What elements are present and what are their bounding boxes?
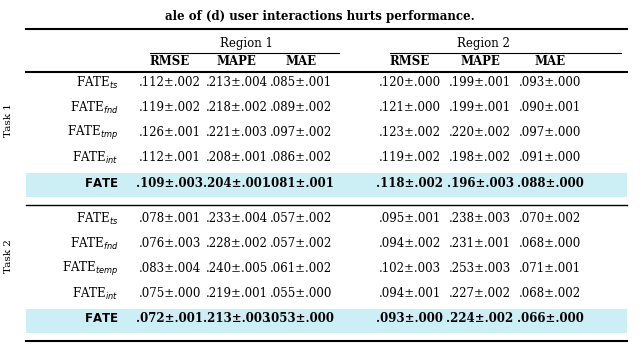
Text: $\mathregular{FATE}_{fnd}$: $\mathregular{FATE}_{fnd}$ [70,236,118,252]
Text: .120±.000: .120±.000 [378,76,441,89]
Text: .055±.000: .055±.000 [269,287,332,300]
Text: $\mathregular{FATE}_{tmp}$: $\mathregular{FATE}_{tmp}$ [67,124,118,142]
Text: .208±.001: .208±.001 [206,151,268,164]
Text: .078±.001: .078±.001 [138,212,201,225]
Text: $\mathregular{FATE}_{int}$: $\mathregular{FATE}_{int}$ [72,286,118,302]
Text: .089±.002: .089±.002 [269,101,332,114]
Text: .053±.000: .053±.000 [268,312,334,325]
Text: RMSE: RMSE [150,55,189,68]
Text: .097±.002: .097±.002 [269,126,332,139]
Text: .081±.001: .081±.001 [268,176,334,190]
Text: ale of (d) user interactions hurts performance.: ale of (d) user interactions hurts perfo… [165,10,475,23]
Text: $\mathregular{FATE}_{int}$: $\mathregular{FATE}_{int}$ [72,150,118,166]
Text: .057±.002: .057±.002 [269,237,332,250]
Text: .238±.003: .238±.003 [449,212,511,225]
Text: .086±.002: .086±.002 [269,151,332,164]
Text: .091±.000: .091±.000 [519,151,582,164]
Text: $\mathregular{FATE}_{ts}$: $\mathregular{FATE}_{ts}$ [76,75,118,90]
Text: .199±.001: .199±.001 [449,76,511,89]
Text: RMSE: RMSE [390,55,429,68]
Text: $\mathbf{FATE}$: $\mathbf{FATE}$ [84,176,118,190]
Text: .240±.005: .240±.005 [205,262,268,275]
Text: MAE: MAE [535,55,566,68]
Text: .213±.003: .213±.003 [203,312,271,325]
Text: .118±.002: .118±.002 [376,176,443,190]
Text: .231±.001: .231±.001 [449,237,511,250]
FancyBboxPatch shape [26,173,627,197]
Text: Region 1: Region 1 [220,36,273,50]
Text: $\mathregular{FATE}_{temp}$: $\mathregular{FATE}_{temp}$ [62,260,118,278]
Text: .094±.002: .094±.002 [378,237,441,250]
Text: .072±.001: .072±.001 [136,312,203,325]
Text: .066±.000: .066±.000 [517,312,584,325]
Text: .068±.002: .068±.002 [519,287,582,300]
Text: .071±.001: .071±.001 [519,262,582,275]
Text: .224±.002: .224±.002 [446,312,514,325]
Text: .119±.002: .119±.002 [379,151,440,164]
Text: .090±.001: .090±.001 [519,101,582,114]
Text: MAE: MAE [285,55,316,68]
Text: .061±.002: .061±.002 [269,262,332,275]
Text: .088±.000: .088±.000 [517,176,584,190]
Text: .083±.004: .083±.004 [138,262,201,275]
Text: .112±.002: .112±.002 [139,76,200,89]
Text: Region 2: Region 2 [457,36,509,50]
Text: .112±.001: .112±.001 [139,151,200,164]
Text: .093±.000: .093±.000 [519,76,582,89]
Text: .213±.004: .213±.004 [205,76,268,89]
Text: .075±.000: .075±.000 [138,287,201,300]
Text: Task 2: Task 2 [4,239,13,273]
Text: $\mathregular{FATE}_{fnd}$: $\mathregular{FATE}_{fnd}$ [70,100,118,116]
Text: .070±.002: .070±.002 [519,212,582,225]
Text: .227±.002: .227±.002 [449,287,511,300]
Text: .220±.002: .220±.002 [449,126,511,139]
Text: .204±.001: .204±.001 [204,176,270,190]
Text: $\mathregular{FATE}_{ts}$: $\mathregular{FATE}_{ts}$ [76,211,118,227]
Text: .221±.003: .221±.003 [206,126,268,139]
Text: .121±.000: .121±.000 [379,101,440,114]
Text: .085±.001: .085±.001 [269,76,332,89]
Text: Task 1: Task 1 [4,103,13,137]
Text: .068±.000: .068±.000 [519,237,582,250]
Text: .198±.002: .198±.002 [449,151,511,164]
Text: MAPE: MAPE [217,55,257,68]
Text: .228±.002: .228±.002 [206,237,268,250]
Text: .093±.000: .093±.000 [376,312,443,325]
Text: .076±.003: .076±.003 [138,237,201,250]
Text: .199±.001: .199±.001 [449,101,511,114]
Text: .109±.003: .109±.003 [136,176,203,190]
Text: .126±.001: .126±.001 [139,126,200,139]
Text: .094±.001: .094±.001 [378,287,441,300]
Text: .057±.002: .057±.002 [269,212,332,225]
Text: $\mathbf{FATE}$: $\mathbf{FATE}$ [84,312,118,325]
Text: .219±.001: .219±.001 [206,287,268,300]
FancyBboxPatch shape [26,309,627,333]
Text: .119±.002: .119±.002 [139,101,200,114]
Text: .253±.003: .253±.003 [449,262,511,275]
Text: .102±.003: .102±.003 [378,262,441,275]
Text: .233±.004: .233±.004 [205,212,268,225]
Text: .218±.002: .218±.002 [206,101,268,114]
Text: .196±.003: .196±.003 [447,176,513,190]
Text: .097±.000: .097±.000 [519,126,582,139]
Text: .123±.002: .123±.002 [379,126,440,139]
Text: MAPE: MAPE [460,55,500,68]
Text: .095±.001: .095±.001 [378,212,441,225]
